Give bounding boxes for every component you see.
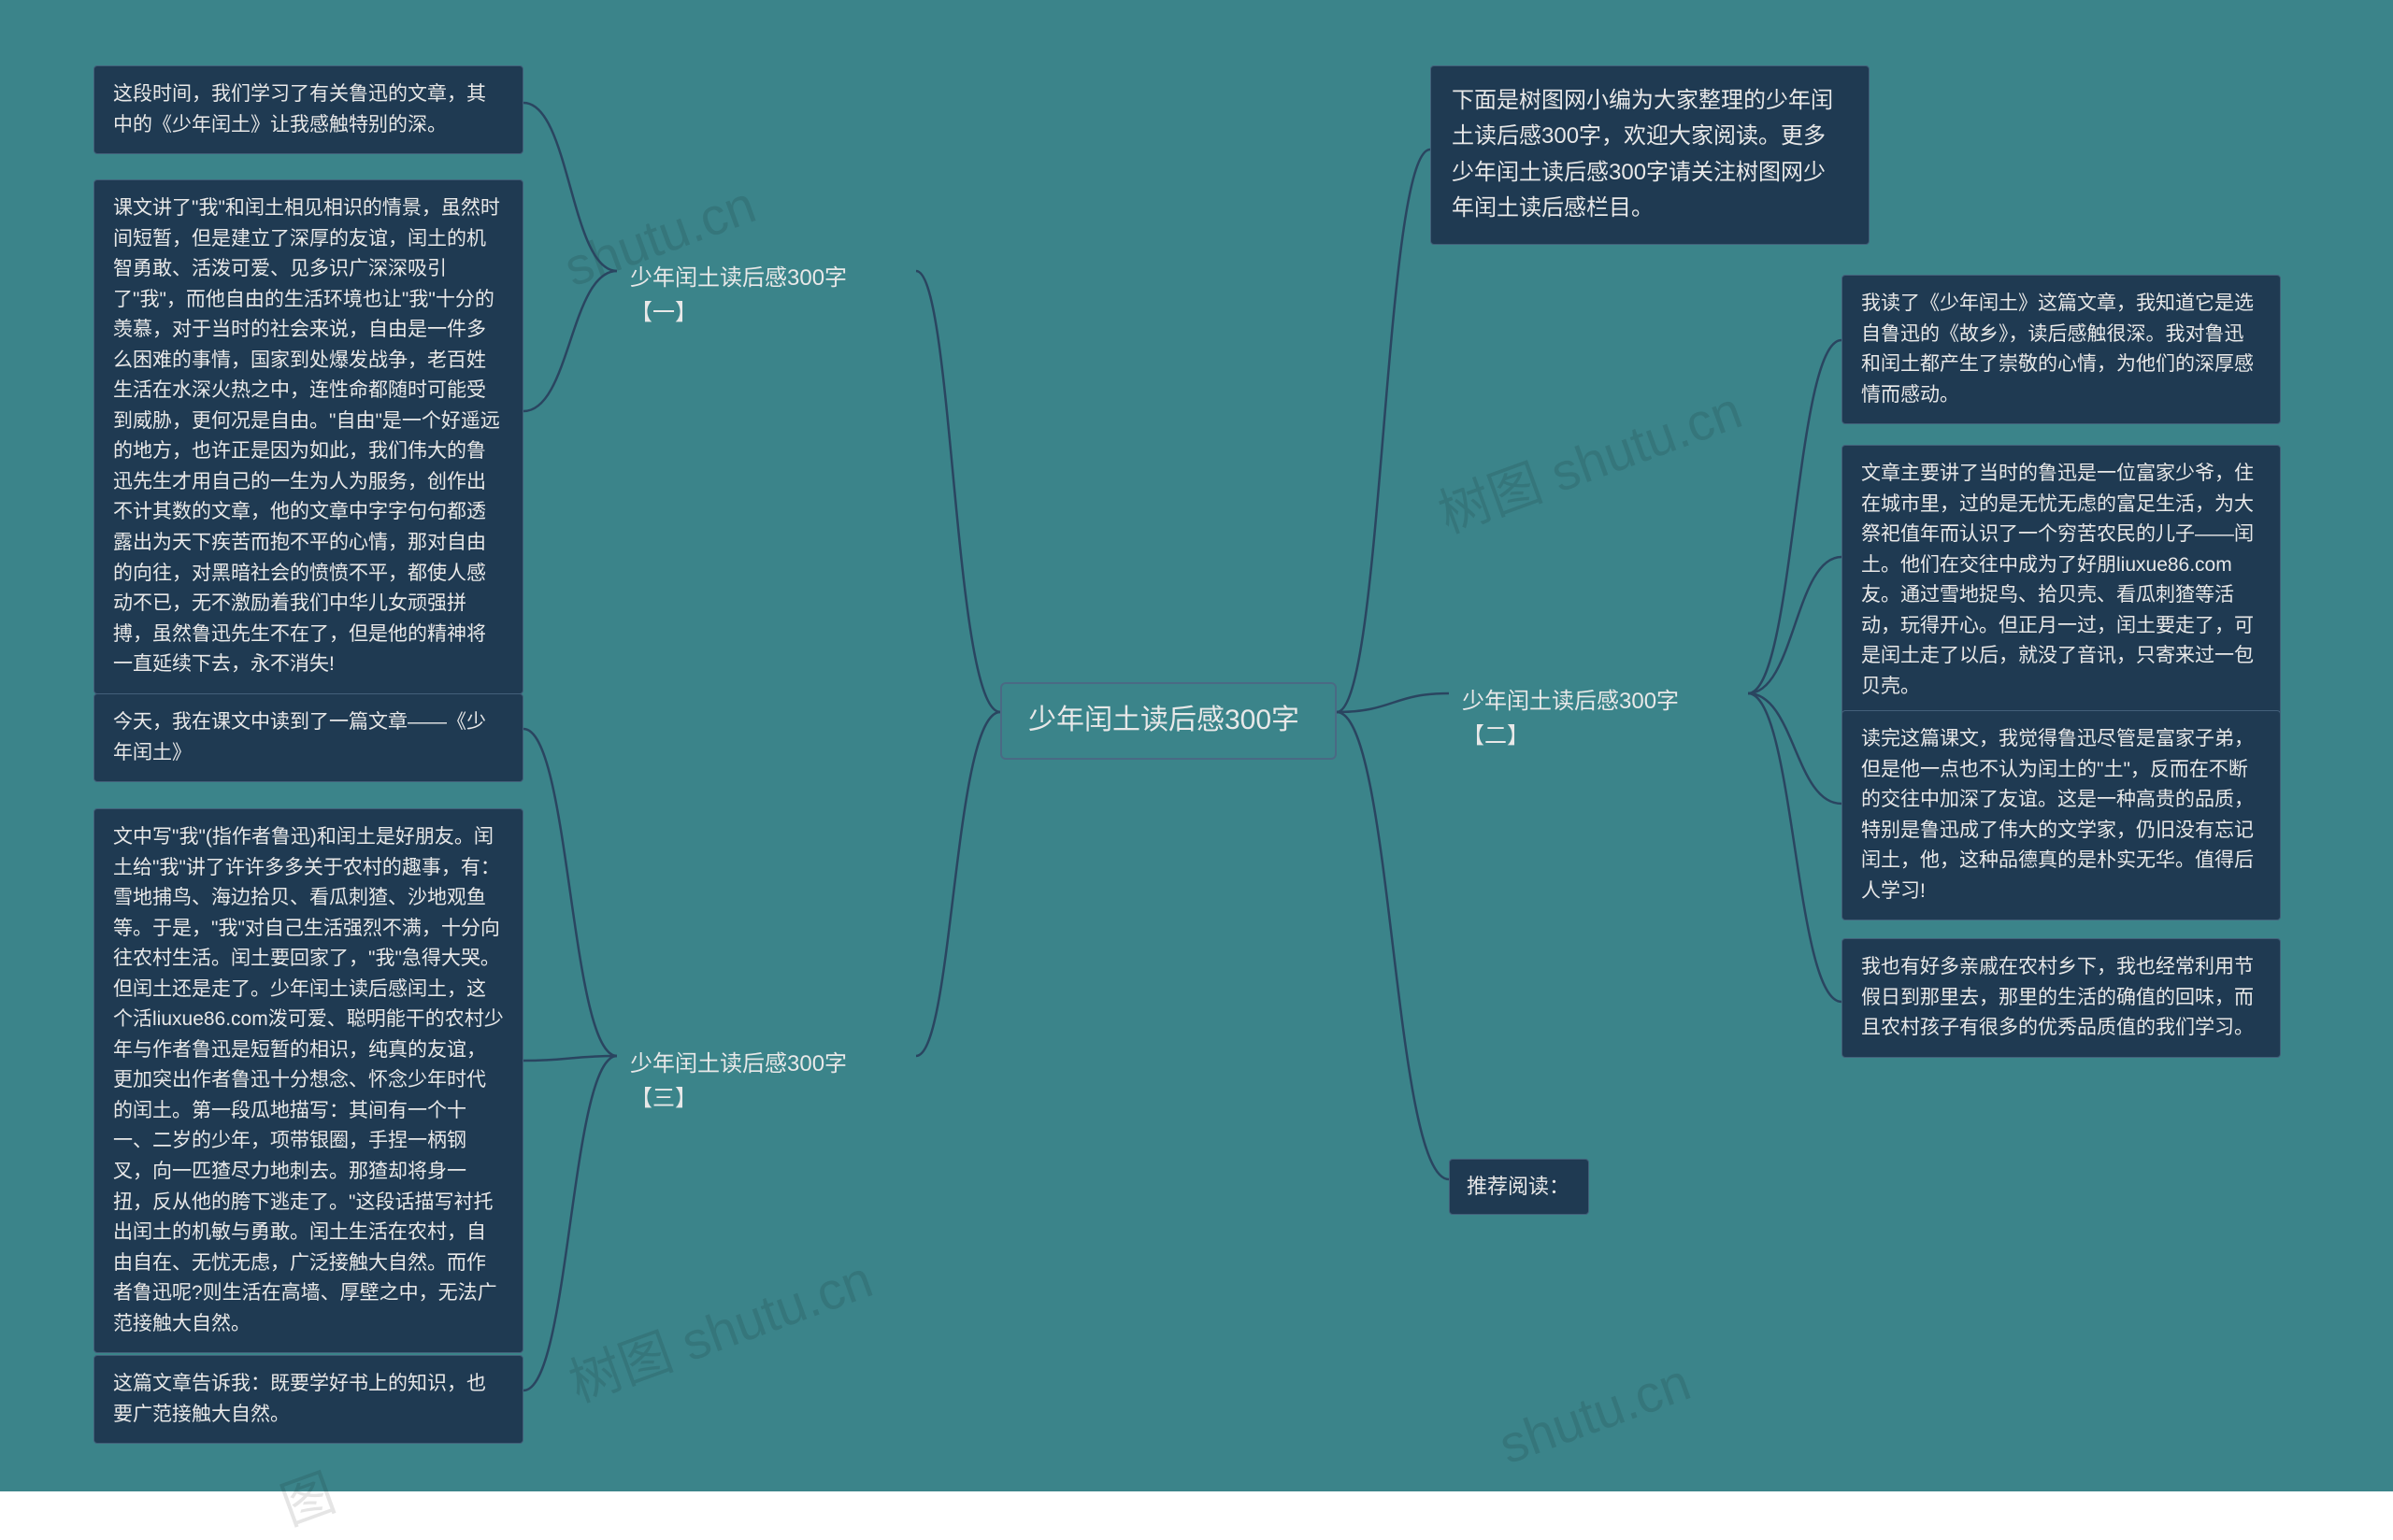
leaf-two-3-text: 我也有好多亲戚在农村乡下，我也经常利用节假日到那里去，那里的生活的确值的回味，而… <box>1861 956 2254 1038</box>
leaf-three-1-text: 文中写"我"(指作者鲁迅)和闰土是好朋友。闰土给"我"讲了许许多多关于农村的趣事… <box>113 826 504 1334</box>
leaf-three-1: 文中写"我"(指作者鲁迅)和闰土是好朋友。闰土给"我"讲了许许多多关于农村的趣事… <box>93 808 523 1353</box>
leaf-three-0: 今天，我在课文中读到了一篇文章——《少年闰土》 <box>93 693 523 782</box>
branch-three: 少年闰土读后感300字【三】 <box>617 1037 916 1125</box>
edge <box>1748 340 1841 693</box>
branch-three-text: 少年闰土读后感300字【三】 <box>630 1051 847 1111</box>
watermark: 图 <box>269 1451 344 1540</box>
center-node: 少年闰土读后感300字 <box>1000 682 1337 760</box>
leaf-two-2: 读完这篇课文，我觉得鲁迅尽管是富家子弟，但是他一点也不认为闰土的"土"，反而在不… <box>1841 710 2281 920</box>
branch-two: 少年闰土读后感300字【二】 <box>1449 675 1748 763</box>
edge <box>523 271 617 411</box>
leaf-one-1-text: 课文讲了"我"和闰土相见相识的情景，虽然时间短暂，但是建立了深厚的友谊，闰土的机… <box>113 197 500 675</box>
leaf-two-0-text: 我读了《少年闰土》这篇文章，我知道它是选自鲁迅的《故乡》，读后感触很深。我对鲁迅… <box>1861 292 2254 406</box>
branch-two-text: 少年闰土读后感300字【二】 <box>1462 689 1679 749</box>
edge <box>1337 150 1430 712</box>
edge <box>1748 557 1841 693</box>
edge <box>1337 693 1449 712</box>
leaf-three-2-text: 这篇文章告诉我：既要学好书上的知识，也要广范接触大自然。 <box>113 1373 486 1425</box>
leaf-three-2: 这篇文章告诉我：既要学好书上的知识，也要广范接触大自然。 <box>93 1355 523 1444</box>
leaf-one-0-text: 这段时间，我们学习了有关鲁迅的文章，其中的《少年闰土》让我感触特别的深。 <box>113 83 486 135</box>
edge <box>1748 693 1841 804</box>
edge <box>523 729 617 1056</box>
intro-node: 下面是树图网小编为大家整理的少年闰土读后感300字，欢迎大家阅读。更多少年闰土读… <box>1430 65 1870 245</box>
edge <box>523 103 617 271</box>
leaf-one-1: 课文讲了"我"和闰土相见相识的情景，虽然时间短暂，但是建立了深厚的友谊，闰土的机… <box>93 179 523 694</box>
branch-rec: 推荐阅读： <box>1449 1159 1589 1215</box>
branch-one: 少年闰土读后感300字【一】 <box>617 251 916 339</box>
leaf-two-1-text: 文章主要讲了当时的鲁迅是一位富家少爷，住在城市里，过的是无忧无虑的富足生活，为大… <box>1861 463 2254 697</box>
edge <box>1337 712 1449 1179</box>
mindmap-canvas: shutu.cn树图 shutu.cn树图 shutu.cnshutu.cn图少… <box>0 0 2393 1491</box>
watermark: 树图 shutu.cn <box>557 1237 881 1417</box>
leaf-two-3: 我也有好多亲戚在农村乡下，我也经常利用节假日到那里去，那里的生活的确值的回味，而… <box>1841 938 2281 1058</box>
center-node-text: 少年闰土读后感300字 <box>1028 705 1299 735</box>
leaf-one-0: 这段时间，我们学习了有关鲁迅的文章，其中的《少年闰土》让我感触特别的深。 <box>93 65 523 154</box>
leaf-two-2-text: 读完这篇课文，我觉得鲁迅尽管是富家子弟，但是他一点也不认为闰土的"土"，反而在不… <box>1861 728 2254 902</box>
edge <box>523 1056 617 1061</box>
edge <box>523 1056 617 1390</box>
edge <box>1748 693 1841 1002</box>
branch-one-text: 少年闰土读后感300字【一】 <box>630 265 847 325</box>
watermark: 树图 shutu.cn <box>1426 368 1751 548</box>
intro-node-text: 下面是树图网小编为大家整理的少年闰土读后感300字，欢迎大家阅读。更多少年闰土读… <box>1452 88 1833 221</box>
leaf-two-1: 文章主要讲了当时的鲁迅是一位富家少爷，住在城市里，过的是无忧无虑的富足生活，为大… <box>1841 445 2281 716</box>
edge <box>916 271 1000 712</box>
edge <box>916 712 1000 1056</box>
watermark: shutu.cn <box>1491 1351 1698 1476</box>
leaf-three-0-text: 今天，我在课文中读到了一篇文章——《少年闰土》 <box>113 711 486 763</box>
leaf-two-0: 我读了《少年闰土》这篇文章，我知道它是选自鲁迅的《故乡》，读后感触很深。我对鲁迅… <box>1841 275 2281 424</box>
branch-rec-text: 推荐阅读： <box>1467 1175 1569 1198</box>
